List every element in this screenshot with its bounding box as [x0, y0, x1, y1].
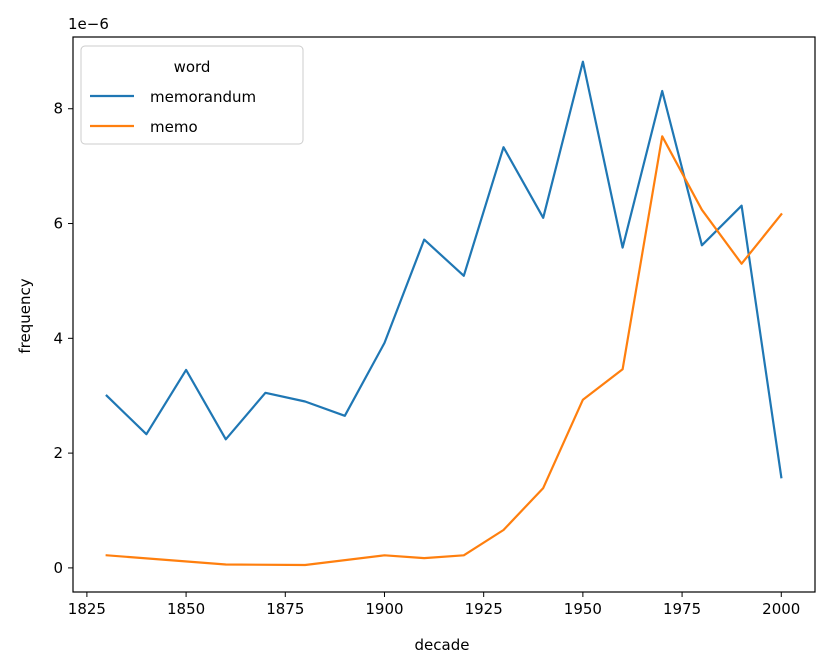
y-tick-label: 2	[53, 444, 63, 462]
y-tick-label: 4	[53, 329, 63, 347]
x-tick-label: 1900	[365, 600, 403, 618]
plot-area-frame	[72, 36, 816, 593]
legend-entry-memo: memo	[150, 118, 198, 136]
legend-entry-memorandum: memorandum	[150, 88, 256, 106]
x-axis-ticks: 1825 1850 1875 1900 1925 1950 1975 2000	[68, 592, 800, 618]
y-tick-label: 6	[53, 215, 63, 233]
x-axis-label: decade	[415, 636, 470, 654]
series-layer	[105, 60, 783, 567]
x-tick-label: 1875	[266, 600, 304, 618]
y-axis-ticks: 0 2 4 6 8	[53, 100, 73, 577]
x-tick-label: 1950	[564, 600, 602, 618]
y-tick-label: 0	[53, 559, 63, 577]
x-tick-label: 1975	[663, 600, 701, 618]
legend-box	[80, 45, 304, 145]
legend: word memorandum memo	[80, 45, 304, 145]
y-axis-offset-label: 1e−6	[68, 15, 109, 33]
x-tick-label: 1850	[167, 600, 205, 618]
y-axis-label: frequency	[16, 278, 34, 353]
series-line-memo	[105, 135, 783, 567]
legend-title: word	[174, 58, 211, 76]
x-tick-label: 2000	[762, 600, 800, 618]
y-tick-label: 8	[53, 100, 63, 118]
x-tick-label: 1825	[68, 600, 106, 618]
series-line-memorandum	[105, 60, 783, 479]
x-tick-label: 1925	[465, 600, 503, 618]
